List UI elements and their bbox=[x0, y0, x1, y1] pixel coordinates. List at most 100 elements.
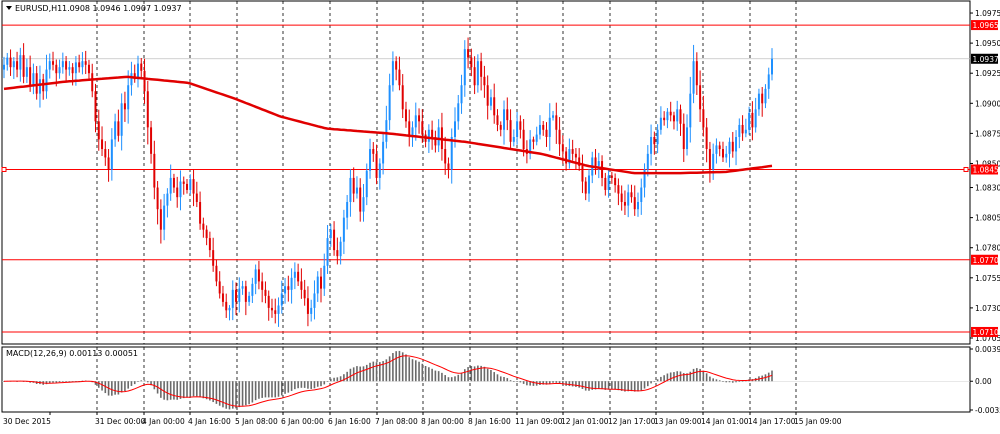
macd-histogram-bar bbox=[702, 370, 705, 382]
candle-body bbox=[192, 179, 195, 194]
candle-body bbox=[574, 153, 577, 158]
candle-body bbox=[215, 265, 218, 282]
menu-triangle-icon[interactable] bbox=[6, 6, 12, 10]
macd-histogram-bar bbox=[258, 381, 260, 399]
macd-histogram-bar bbox=[418, 361, 420, 382]
candle-body bbox=[87, 64, 90, 74]
candle-body bbox=[597, 161, 600, 166]
candle-body bbox=[584, 181, 587, 194]
macd-histogram-bar bbox=[709, 376, 711, 382]
candle-body bbox=[633, 197, 636, 210]
candle-body bbox=[293, 271, 296, 278]
macd-histogram-bar bbox=[558, 381, 561, 384]
macd-histogram-bar bbox=[251, 381, 254, 403]
macd-histogram-bar bbox=[176, 381, 179, 400]
macd-histogram-bar bbox=[192, 381, 195, 397]
candle-body bbox=[705, 127, 708, 150]
macd-histogram-bar bbox=[333, 377, 335, 382]
macd-histogram-bar bbox=[199, 381, 201, 398]
macd-histogram-bar bbox=[509, 380, 512, 382]
candle-body bbox=[545, 129, 548, 137]
time-axis-label: 4 Jan 00:00 bbox=[142, 417, 185, 426]
candle-body bbox=[172, 177, 175, 188]
macd-histogram-bar bbox=[715, 379, 718, 382]
candle-body bbox=[735, 136, 738, 152]
macd-histogram-bar bbox=[643, 381, 646, 389]
macd-histogram-bar bbox=[575, 381, 577, 387]
candle-body bbox=[610, 175, 613, 178]
candle-body bbox=[110, 139, 113, 170]
macd-histogram-bar bbox=[330, 378, 332, 382]
macd-histogram-bar bbox=[689, 371, 692, 382]
candle-body bbox=[313, 293, 316, 308]
candle-body bbox=[359, 187, 362, 212]
candle-body bbox=[672, 115, 675, 122]
macd-histogram-bar bbox=[241, 381, 244, 406]
time-axis-label: 6 Jan 00:00 bbox=[281, 417, 324, 426]
price-axis-label: 1.0950 bbox=[975, 39, 1000, 48]
macd-histogram-bar bbox=[477, 365, 479, 382]
candle-body bbox=[58, 67, 61, 74]
candle-body bbox=[284, 286, 287, 294]
macd-histogram-bar bbox=[444, 375, 446, 382]
candle-body bbox=[19, 55, 22, 70]
macd-histogram-bar bbox=[522, 381, 525, 384]
candle-body bbox=[385, 120, 388, 142]
time-axis-label: 31 Dec 00:00 bbox=[95, 417, 146, 426]
candle-body bbox=[104, 149, 107, 158]
candle-body bbox=[127, 85, 130, 110]
candle-body bbox=[414, 115, 417, 128]
candle-body bbox=[130, 73, 133, 86]
macd-histogram-bar bbox=[369, 362, 371, 382]
macd-histogram-bar bbox=[594, 381, 597, 390]
candle-body bbox=[303, 289, 306, 299]
macd-histogram-bar bbox=[104, 381, 107, 394]
level-price-label: 1.0965 bbox=[973, 21, 999, 30]
macd-histogram-bar bbox=[516, 381, 518, 382]
price-axis-label: 1.0900 bbox=[975, 99, 1000, 108]
candle-body bbox=[646, 153, 649, 170]
macd-histogram-bar bbox=[261, 381, 263, 398]
macd-histogram-bar bbox=[464, 369, 466, 382]
macd-histogram-bar bbox=[225, 381, 228, 409]
candle-body bbox=[333, 229, 336, 251]
candle-body bbox=[695, 61, 698, 86]
moving-average-line bbox=[3, 75, 773, 175]
macd-histogram-bar bbox=[362, 366, 365, 382]
candle-body bbox=[316, 276, 319, 294]
macd-histogram-bar bbox=[679, 371, 682, 382]
macd-histogram-bar bbox=[712, 378, 714, 382]
macd-histogram-bar bbox=[601, 381, 603, 390]
candle-body bbox=[718, 145, 721, 150]
macd-histogram-bar bbox=[205, 381, 208, 400]
candle-body bbox=[558, 129, 561, 145]
macd-histogram-bar bbox=[731, 381, 734, 383]
candle-body bbox=[336, 250, 339, 257]
macd-histogram-bar bbox=[209, 381, 211, 401]
candle-body bbox=[55, 64, 58, 74]
macd-histogram-bar bbox=[637, 381, 639, 392]
candle-body bbox=[123, 103, 126, 110]
candle-body bbox=[725, 153, 728, 158]
candle-body bbox=[692, 61, 695, 94]
candle-body bbox=[300, 281, 303, 290]
candle-body bbox=[231, 289, 234, 308]
macd-histogram-bar bbox=[284, 381, 286, 394]
macd-histogram-bar bbox=[169, 381, 172, 400]
current-price-label: 1.0937 bbox=[973, 55, 999, 64]
macd-histogram-bar bbox=[120, 381, 123, 393]
candle-body bbox=[25, 67, 28, 77]
candle-body bbox=[238, 288, 241, 302]
candle-body bbox=[29, 67, 32, 86]
macd-histogram-bar bbox=[542, 381, 545, 385]
candle-body bbox=[552, 115, 555, 118]
macd-histogram-bar bbox=[392, 353, 394, 382]
candle-body bbox=[120, 103, 123, 136]
candle-body bbox=[274, 310, 277, 314]
macd-histogram-bar bbox=[656, 379, 659, 382]
macd-histogram-bar bbox=[405, 354, 407, 382]
macd-histogram-bar bbox=[490, 370, 492, 382]
level-price-tag bbox=[971, 164, 998, 175]
candle-body bbox=[94, 91, 97, 122]
